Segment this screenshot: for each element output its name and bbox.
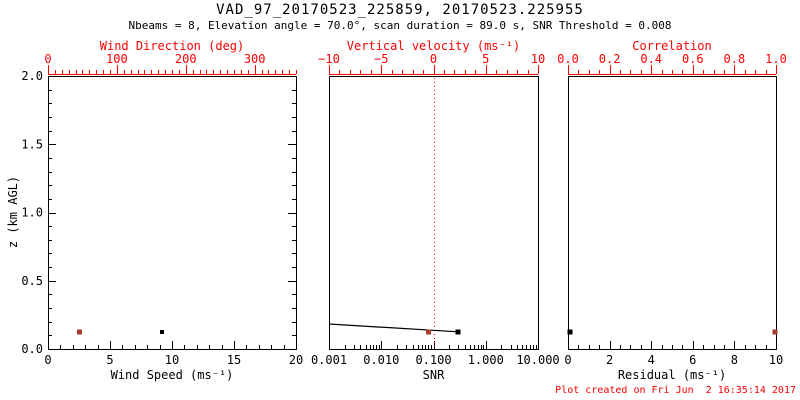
snr-panel-xtick-label: 0.100 [415, 353, 451, 367]
snr-panel-xtick-label: 0.010 [363, 353, 399, 367]
vertical-velocity-marker [425, 329, 431, 335]
snr-axis-title: SNR [422, 368, 445, 382]
residual-panel-xtick-label: 10 [769, 353, 783, 367]
residual-panel-xtick-label: 2 [606, 353, 613, 367]
residual-marker [567, 329, 573, 335]
snr-panel: 0.001 0.010 0.100 1.000 10.000 −10 −5 0 5 10 [311, 52, 560, 367]
page-subtitle: Nbeams = 8, Elevation angle = 70.0°, sca… [128, 19, 672, 32]
wind-panel-xtick-label: 5 [106, 353, 113, 367]
snr-panel-xtick-label: 0.001 [311, 353, 347, 367]
wind-panel-xtick-label: 10 [165, 353, 179, 367]
wind-panel-xtick-label: 15 [227, 353, 241, 367]
vertical-velocity-axis-title: Vertical velocity (ms⁻¹) [346, 39, 521, 53]
snr-profile-line [328, 323, 459, 333]
snr-panel-top-tick-label: 5 [482, 52, 489, 66]
wind-panel-top-tick-label: 100 [106, 52, 128, 66]
wind-panel-xtick-label: 20 [289, 353, 303, 367]
wind-panel-top-tick-label: 300 [244, 52, 266, 66]
snr-profile-marker [455, 329, 461, 335]
wind-panel-border [48, 76, 297, 350]
residual-panel-xtick-label: 8 [731, 353, 738, 367]
residual-axis-title: Residual (ms⁻¹) [617, 368, 727, 382]
wind-speed-marker [160, 329, 165, 334]
residual-panel-xtick-label: 0 [564, 353, 571, 367]
wind-speed-axis-title: Wind Speed (ms⁻¹) [110, 368, 234, 382]
residual-panel-border [568, 76, 777, 350]
wind-panel-xtick-label: 0 [44, 353, 51, 367]
residual-panel-xtick-label: 4 [648, 353, 655, 367]
z-tick-label: 0.5 [21, 274, 43, 288]
snr-panel-xtick-label: 1.000 [468, 353, 504, 367]
z-tick-label: 1.0 [21, 206, 43, 220]
snr-panel-border [329, 76, 539, 350]
snr-panel-top-tick-label: −5 [374, 52, 388, 66]
snr-panel-xtick-label: 10.000 [516, 353, 559, 367]
residual-panel: 0 2 4 6 8 10 0.0 0.2 0.4 0.6 0.8 1.0 [557, 52, 787, 367]
plot-created-timestamp: Plot created on Fri Jun 2 16:35:14 2017 [555, 385, 796, 396]
z-tick-label: 1.5 [21, 137, 43, 151]
residual-panel-top-tick-label: 0.4 [640, 52, 662, 66]
wind-direction-axis-title: Wind Direction (deg) [99, 39, 245, 53]
correlation-marker [772, 329, 778, 335]
snr-panel-top-tick-label: 10 [531, 52, 545, 66]
page-title: VAD_97_20170523_225859, 20170523.225955 [216, 2, 584, 18]
wind-direction-marker [77, 329, 83, 335]
residual-panel-xtick-label: 6 [689, 353, 696, 367]
residual-panel-top-tick-label: 0.6 [682, 52, 704, 66]
residual-panel-top-tick-label: 0.8 [724, 52, 746, 66]
wind-panel-top-tick-label: 200 [175, 52, 197, 66]
snr-panel-top-tick-label: 0 [430, 52, 437, 66]
correlation-axis-title: Correlation [632, 39, 712, 53]
wind-panel-top-tick-label: 0 [44, 52, 51, 66]
residual-panel-top-tick-label: 1.0 [765, 52, 787, 66]
z-tick-label: 0.0 [21, 342, 43, 356]
snr-panel-top-tick-label: −10 [318, 52, 340, 66]
z-tick-label: 2.0 [21, 69, 43, 83]
residual-panel-top-tick-label: 0.2 [599, 52, 621, 66]
residual-panel-top-tick-label: 0.0 [557, 52, 579, 66]
